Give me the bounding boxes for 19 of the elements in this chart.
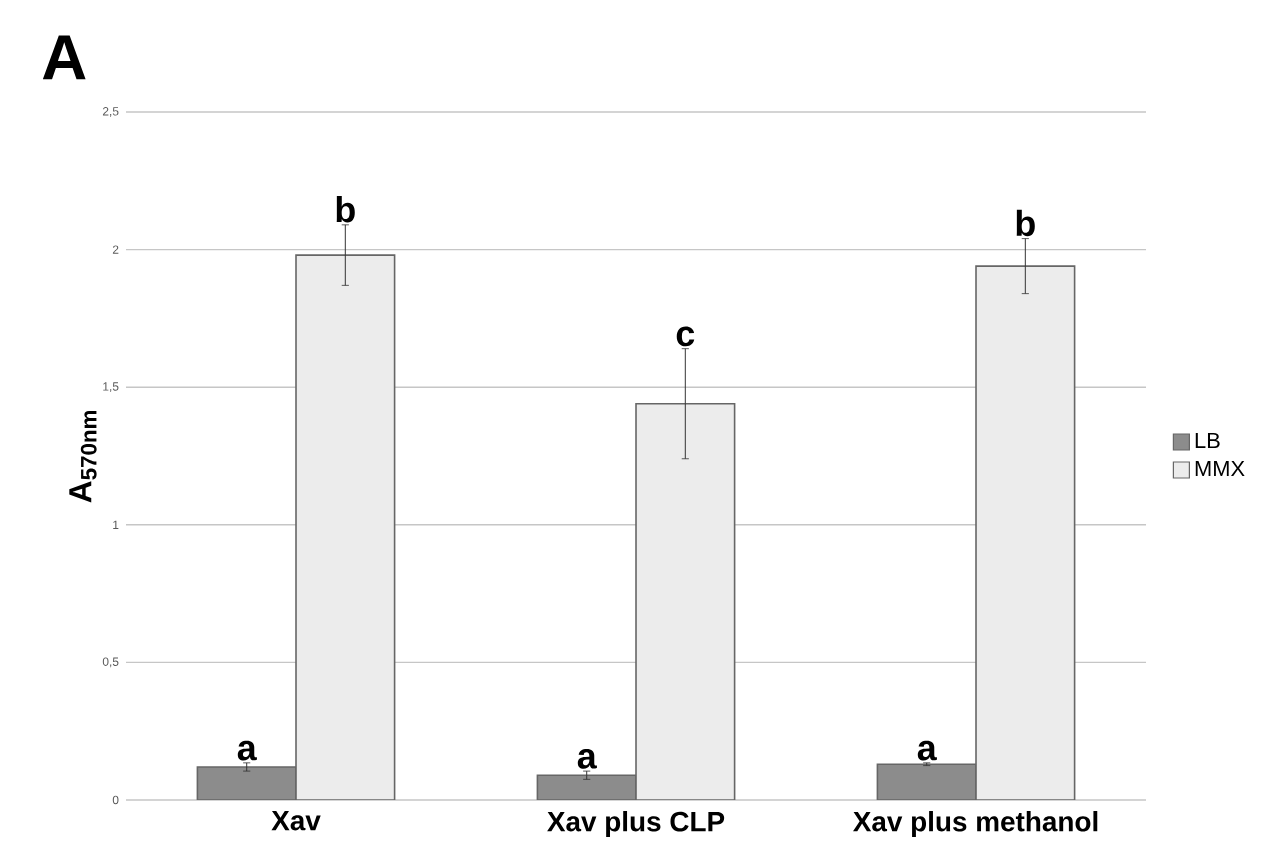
- bar: [537, 775, 637, 800]
- bar: [635, 402, 736, 800]
- annotation: b: [1016, 209, 1035, 237]
- annotation: c: [676, 326, 695, 347]
- x-tick-label: Xav plus methanol: [853, 811, 1098, 838]
- annotation: b: [336, 196, 355, 223]
- y-axis-title: A$_{570nm}$: [69, 411, 97, 503]
- legend-label: MMX: [1195, 461, 1245, 477]
- legend-label: LB: [1195, 432, 1220, 449]
- bar: [295, 254, 396, 800]
- chart-title: A: [42, 35, 86, 80]
- x-tick-label: Xav: [271, 811, 321, 831]
- annotation: a: [577, 749, 597, 769]
- bar: [975, 265, 1076, 800]
- bar: [876, 763, 977, 800]
- annotation: a: [917, 740, 937, 761]
- x-tick-label: Xav plus CLP: [547, 811, 725, 838]
- bar: [196, 766, 297, 800]
- annotation: a: [237, 740, 257, 761]
